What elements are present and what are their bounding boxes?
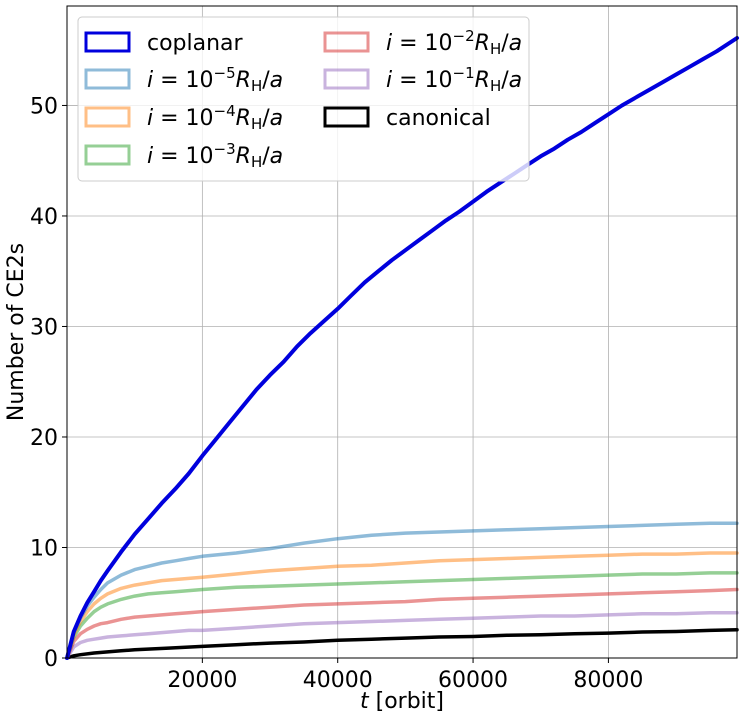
series-lines bbox=[65, 36, 739, 660]
x-axis-label-var: t bbox=[360, 689, 370, 714]
legend-swatch-i-1e-3 bbox=[84, 144, 131, 166]
legend-label-part: = bbox=[392, 31, 424, 56]
legend-label-part: / bbox=[501, 31, 509, 56]
legend-swatch-i-1e-5 bbox=[84, 68, 131, 90]
legend-swatch-coplanar bbox=[84, 31, 131, 53]
legend-label-canonical: canonical bbox=[386, 106, 491, 131]
y-tick-label: 50 bbox=[30, 94, 58, 119]
legend-swatch-i-1e-4 bbox=[84, 106, 131, 128]
series-line-coplanar bbox=[65, 36, 739, 660]
legend-label-part: 10 bbox=[186, 144, 214, 169]
series-line-i-1e-1 bbox=[65, 610, 739, 660]
legend-label-part: i bbox=[386, 68, 392, 93]
y-axis-label: Number of CE2s bbox=[4, 243, 29, 421]
plot-frame bbox=[66, 5, 738, 659]
legend-label-part: = bbox=[153, 144, 185, 169]
series-line-i-1e-2 bbox=[65, 587, 739, 660]
legend-label-part: −5 bbox=[214, 64, 236, 82]
legend-label-part: i bbox=[147, 106, 153, 131]
legend-label-part: a bbox=[270, 144, 283, 169]
legend-label-part: 10 bbox=[186, 106, 214, 131]
legend-label-part: = bbox=[392, 68, 424, 93]
legend-label-part: / bbox=[262, 68, 270, 93]
y-tick-label: 30 bbox=[30, 315, 58, 340]
legend-label-part: −4 bbox=[214, 102, 236, 120]
y-tick-label: 10 bbox=[30, 536, 58, 561]
series-line-i-1e-5 bbox=[65, 521, 739, 660]
legend-label-part: / bbox=[262, 144, 270, 169]
legend-label-part: / bbox=[501, 68, 509, 93]
legend-label-i-1e-5: i = 10−5RH/a bbox=[147, 64, 283, 95]
legend-label-part: R bbox=[236, 106, 251, 131]
legend-label-part: a bbox=[509, 31, 522, 56]
y-tick-label: 20 bbox=[30, 426, 58, 451]
x-tick-label: 40000 bbox=[303, 668, 373, 693]
legend-label-part: 10 bbox=[186, 68, 214, 93]
legend-label-part: = bbox=[153, 68, 185, 93]
y-tick-label: 0 bbox=[44, 647, 58, 672]
legend-box bbox=[77, 16, 530, 182]
x-axis-label-unit: [orbit] bbox=[369, 689, 444, 714]
legend-label-part: −3 bbox=[214, 140, 236, 158]
legend-label-i-1e-1: i = 10−1RH/a bbox=[386, 64, 522, 95]
legend-label-part: H bbox=[251, 153, 262, 171]
legend-label-part: H bbox=[251, 115, 262, 133]
legend-label-i-1e-4: i = 10−4RH/a bbox=[147, 102, 283, 133]
legend-label-part: a bbox=[509, 68, 522, 93]
legend-label-coplanar: coplanar bbox=[147, 31, 244, 56]
x-tick-label: 80000 bbox=[573, 668, 643, 693]
legend-label-part: R bbox=[236, 144, 251, 169]
x-axis-label: t [orbit] bbox=[360, 689, 444, 714]
legend-label-part: R bbox=[236, 68, 251, 93]
legend-swatch-i-1e-1 bbox=[323, 68, 370, 90]
legend-swatch-canonical bbox=[323, 106, 370, 128]
series-line-canonical bbox=[65, 628, 739, 660]
legend-label-part: i bbox=[147, 68, 153, 93]
legend-label-part: R bbox=[475, 31, 490, 56]
legend-label-part: −2 bbox=[453, 27, 475, 45]
legend-label-i-1e-2: i = 10−2RH/a bbox=[386, 27, 522, 58]
legend-label-part: H bbox=[251, 77, 262, 95]
legend-label-part: i bbox=[386, 31, 392, 56]
x-tick-label: 60000 bbox=[438, 668, 508, 693]
legend-label-part: −1 bbox=[453, 64, 475, 82]
legend-swatch-i-1e-2 bbox=[323, 31, 370, 53]
legend-label-part: 10 bbox=[425, 68, 453, 93]
legend-label-i-1e-3: i = 10−3RH/a bbox=[147, 140, 283, 171]
axis-ticks: 20000 40000 60000 80000 0 10 20 30 40 50 bbox=[30, 94, 643, 693]
legend-label-part: = bbox=[153, 106, 185, 131]
legend-label-part: / bbox=[262, 106, 270, 131]
y-tick-label: 40 bbox=[30, 205, 58, 230]
legend-label-part: a bbox=[270, 106, 283, 131]
legend-label-part: a bbox=[270, 68, 283, 93]
series-line-i-1e-4 bbox=[65, 551, 739, 660]
legend-label-part: H bbox=[490, 40, 501, 58]
series-line-i-1e-3 bbox=[65, 571, 739, 660]
legend-label-part: 10 bbox=[425, 31, 453, 56]
x-tick-label: 20000 bbox=[167, 668, 237, 693]
legend-label-part: H bbox=[490, 77, 501, 95]
legend-label-part: R bbox=[475, 68, 490, 93]
legend-label-part: i bbox=[147, 144, 153, 169]
